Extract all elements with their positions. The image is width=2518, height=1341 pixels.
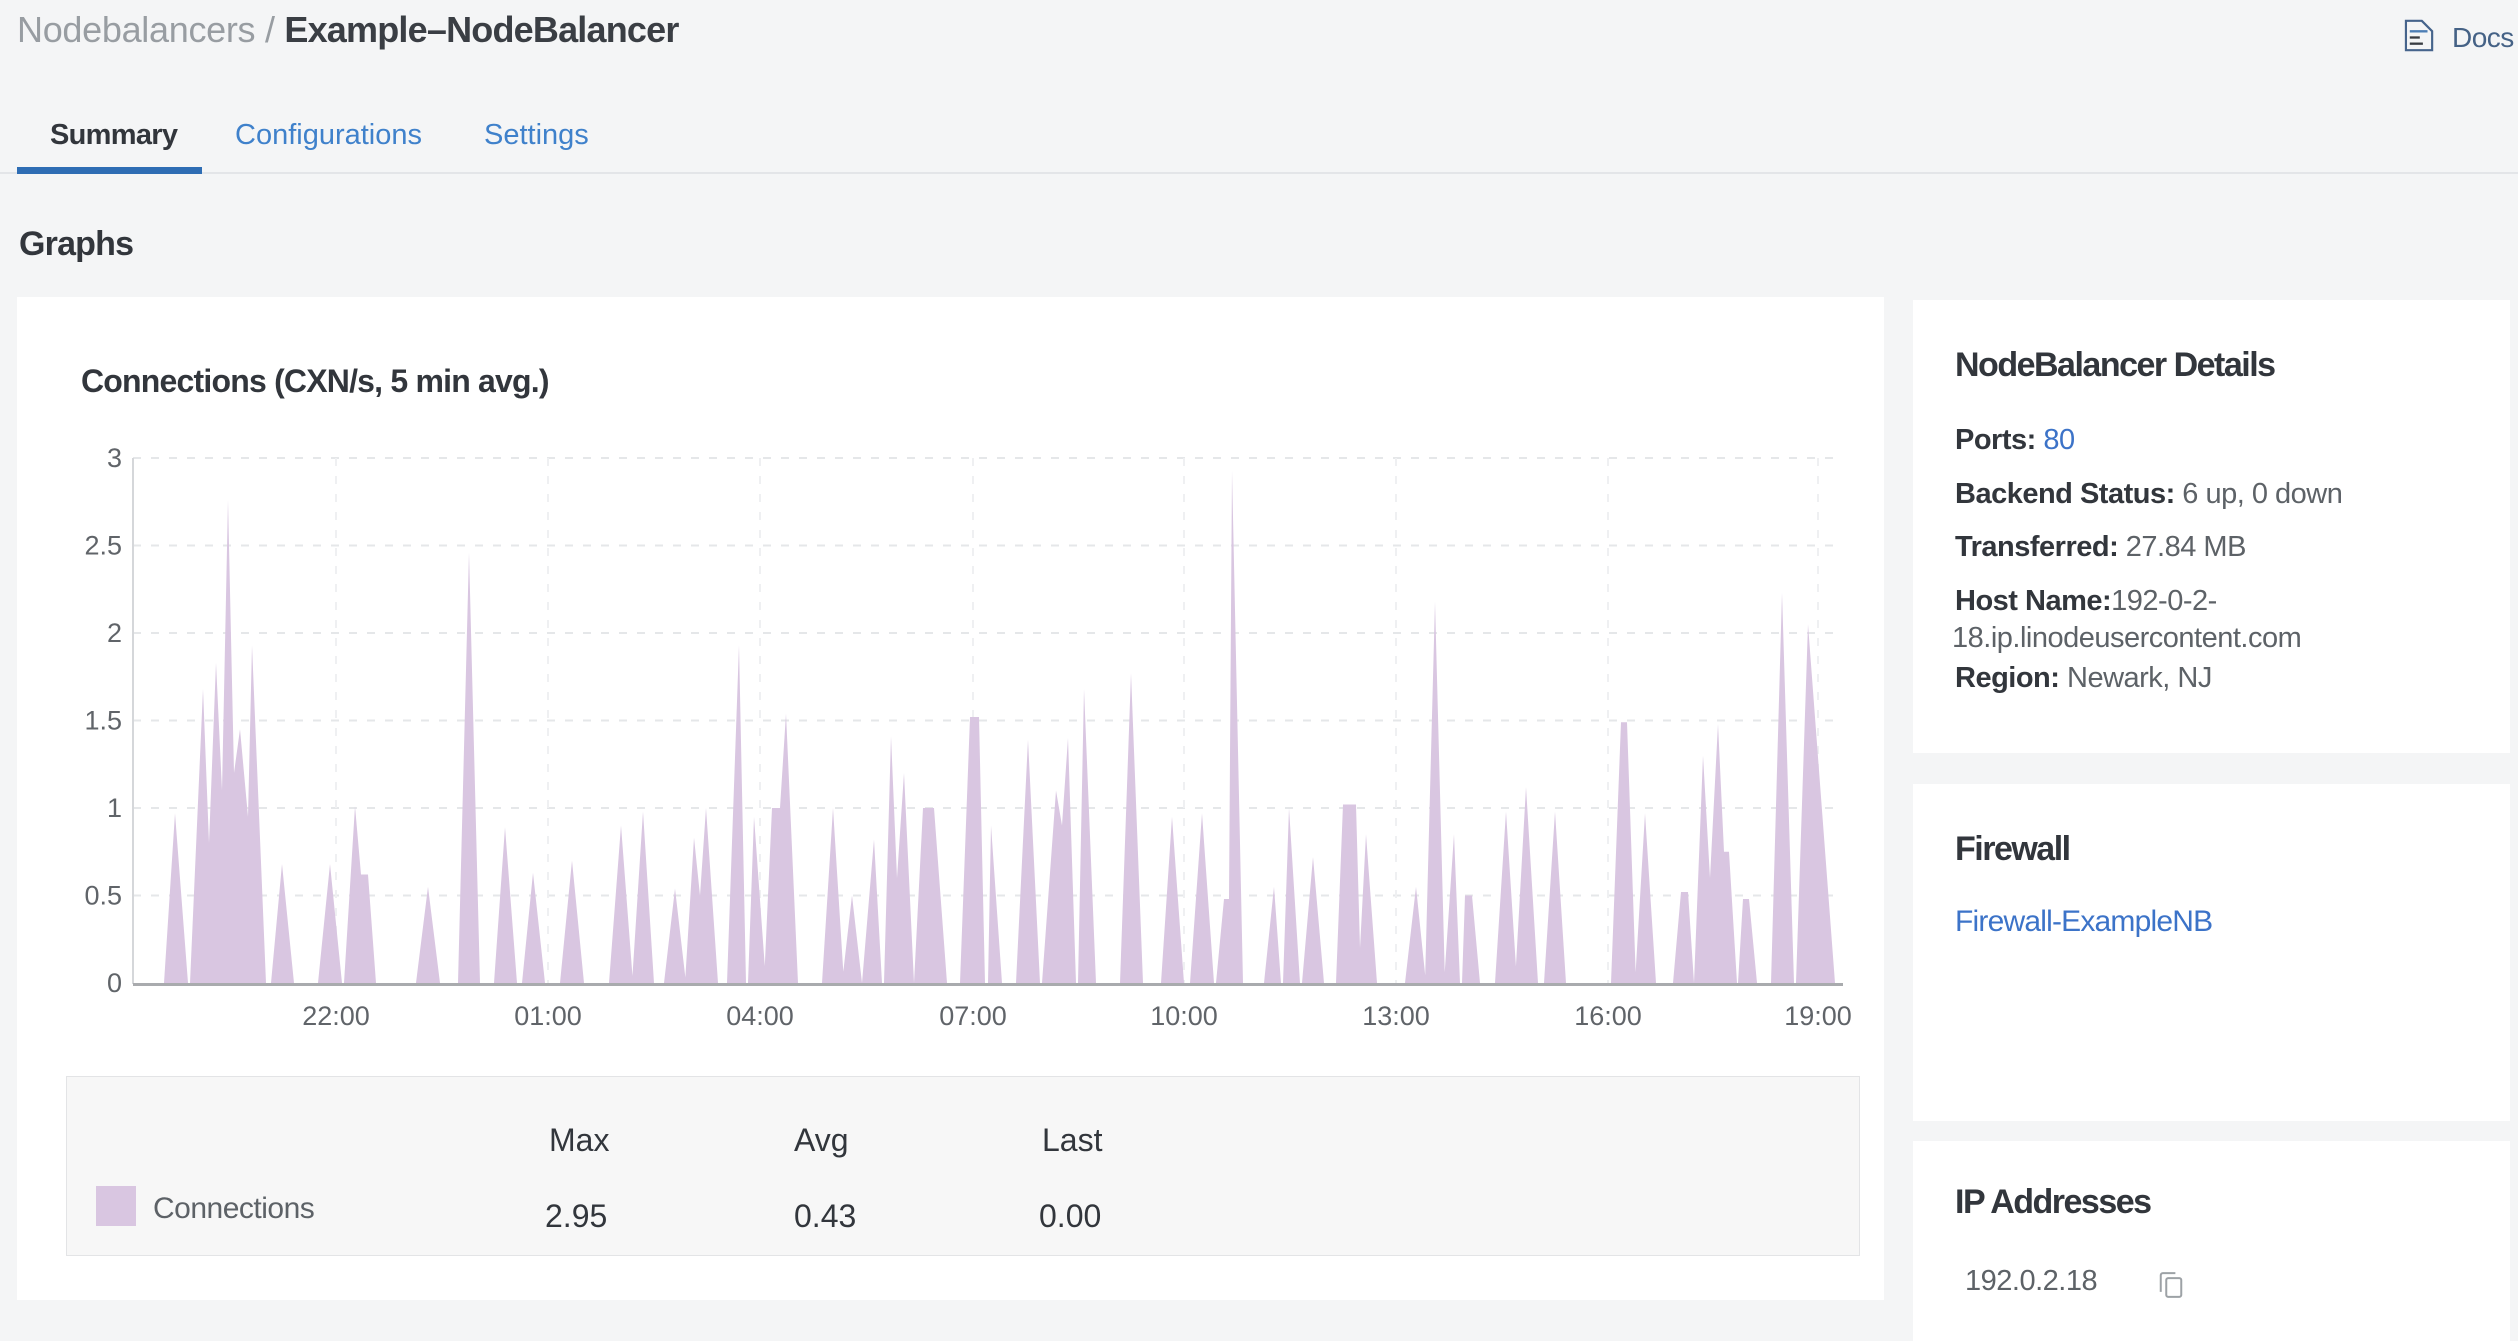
svg-text:01:00: 01:00 (514, 1001, 582, 1031)
svg-text:3: 3 (107, 443, 122, 473)
svg-text:0.5: 0.5 (84, 881, 122, 911)
svg-text:1.5: 1.5 (84, 706, 122, 736)
svg-text:16:00: 16:00 (1574, 1001, 1642, 1031)
svg-text:0: 0 (107, 968, 122, 998)
svg-text:13:00: 13:00 (1362, 1001, 1430, 1031)
svg-text:10:00: 10:00 (1150, 1001, 1218, 1031)
svg-text:07:00: 07:00 (939, 1001, 1007, 1031)
svg-text:19:00: 19:00 (1784, 1001, 1852, 1031)
svg-text:22:00: 22:00 (302, 1001, 370, 1031)
svg-text:2.5: 2.5 (84, 531, 122, 561)
svg-text:2: 2 (107, 618, 122, 648)
svg-text:1: 1 (107, 793, 122, 823)
svg-text:04:00: 04:00 (726, 1001, 794, 1031)
